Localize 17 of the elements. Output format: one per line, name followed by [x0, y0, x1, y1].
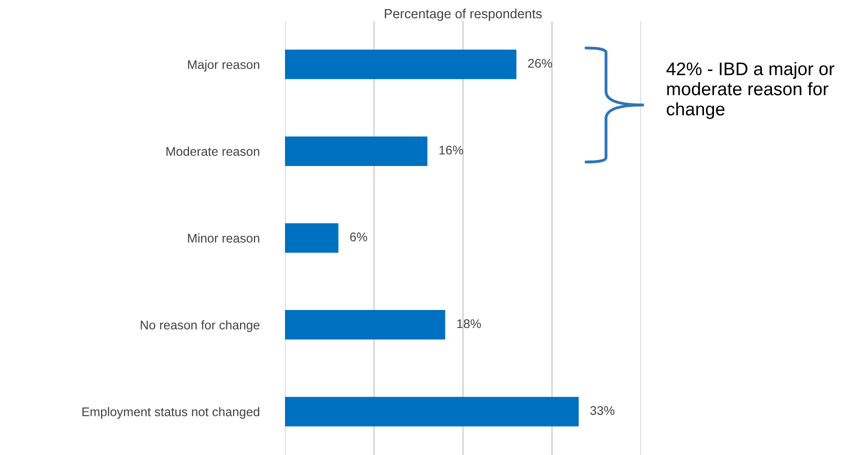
y-tick-label: Minor reason — [188, 233, 260, 243]
y-tick-label: Major reason — [188, 60, 260, 72]
y-tick-label: No reason for change — [140, 320, 260, 332]
x-axis-title: Percentage of respondents — [384, 8, 542, 21]
data-label: 33% — [590, 406, 614, 415]
bar — [285, 136, 428, 166]
text: 42% - IBD a major or moderate reason for change — [666, 62, 834, 120]
y-tick-label: Moderate reason — [166, 146, 260, 156]
data-label: 6% — [350, 232, 368, 242]
bar — [285, 50, 516, 80]
data-label: 16% — [439, 146, 464, 155]
bar — [285, 310, 446, 340]
bar — [285, 223, 338, 253]
data-label: 18% — [457, 319, 481, 328]
bar — [285, 396, 579, 426]
y-tick-label: Employment status not changed — [82, 407, 260, 419]
data-label: 26% — [528, 58, 552, 68]
